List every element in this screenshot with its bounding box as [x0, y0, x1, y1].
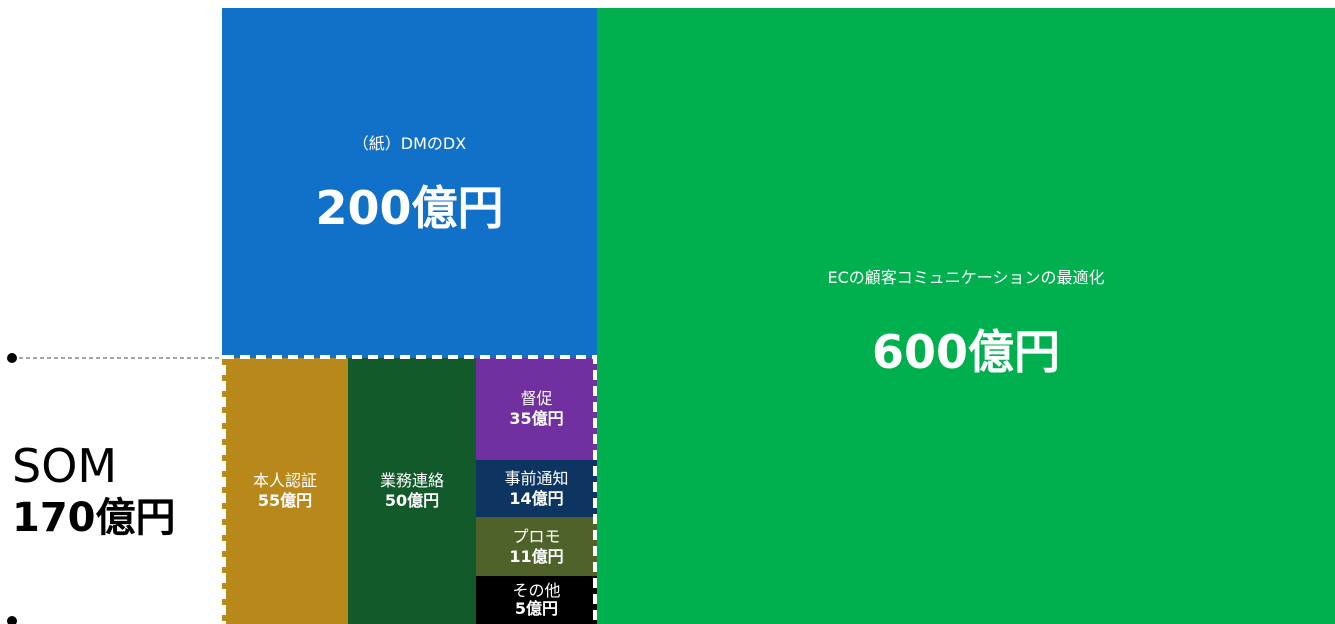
segment-amount: 55億円	[257, 491, 313, 510]
dm-box: （紙）DMのDX 200億円	[222, 8, 597, 358]
segment-label: 業務連絡	[379, 471, 444, 490]
dm-label: （紙）DMのDX	[352, 134, 467, 153]
guide-dot	[7, 353, 17, 363]
segment: プロモ 11億円	[476, 517, 597, 576]
som-amount: 170億円	[12, 495, 176, 541]
segment: 本人認証 55億円	[222, 358, 348, 624]
segment-amount: 14億円	[509, 488, 564, 508]
segment-amount: 50億円	[384, 491, 440, 510]
ec-box: ECの顧客コミュニケーションの最適化 600億円	[597, 8, 1335, 624]
segment-label: プロモ	[512, 526, 561, 546]
segment-label: 事前通知	[504, 468, 569, 488]
segment: 業務連絡 50億円	[348, 358, 476, 624]
guide-dot	[7, 616, 17, 624]
segment-label: 督促	[520, 389, 553, 408]
segment-amount: 35億円	[509, 409, 564, 428]
segment: 事前通知 14億円	[476, 460, 597, 517]
segment-amount: 11億円	[509, 546, 564, 566]
som-block: SOM 170億円	[12, 440, 176, 544]
segment: その他 5億円	[476, 576, 597, 624]
segment-label: その他	[512, 581, 561, 600]
dm-amount: 200億円	[315, 181, 504, 235]
som-label: SOM	[12, 439, 118, 493]
som-outline	[222, 355, 597, 624]
segment-label: 本人認証	[252, 471, 317, 490]
segment-amount: 5億円	[514, 599, 559, 618]
segment: 督促 35億円	[476, 358, 597, 460]
ec-label: ECの顧客コミュニケーションの最適化	[827, 268, 1105, 287]
ec-amount: 600億円	[871, 325, 1061, 379]
